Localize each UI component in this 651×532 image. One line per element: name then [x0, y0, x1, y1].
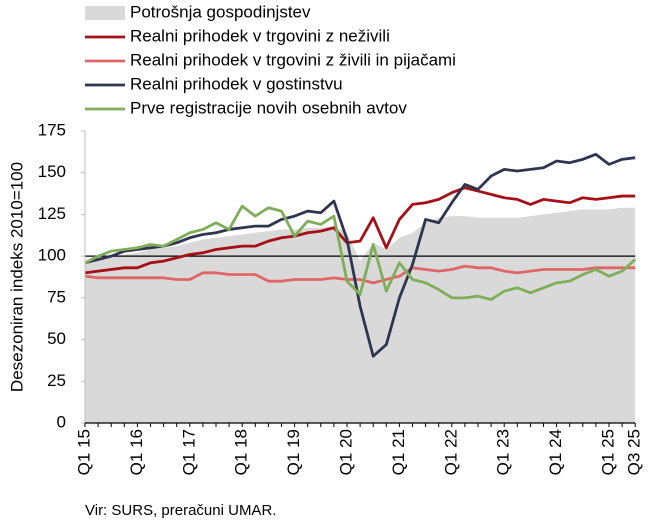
x-tick-label: Q1 20 [336, 429, 355, 475]
legend-swatch [85, 6, 125, 20]
x-tick-label: Q1 19 [284, 429, 303, 475]
legend-label: Prve registracije novih osebnih avtov [130, 98, 407, 117]
y-tick-label: 50 [47, 329, 66, 348]
x-tick-label: Q1 15 [74, 429, 93, 475]
y-tick-label: 175 [38, 120, 66, 139]
y-axis-label: Desezoniran indeks 2010=100 [7, 162, 26, 392]
x-tick-label: Q1 21 [389, 429, 408, 475]
line [84, 264, 636, 285]
x-tick-label: Q1 17 [179, 429, 198, 475]
x-tick-label: Q1 23 [494, 429, 513, 475]
area [85, 207, 636, 423]
y-tick-label: 125 [38, 204, 66, 223]
line [84, 186, 636, 275]
x-tick-label: Q1 25 [598, 429, 617, 475]
y-tick-label: 75 [47, 287, 66, 306]
x-tick-label: Q1 24 [546, 429, 565, 475]
y-tick-label: 100 [38, 246, 66, 265]
y-tick-label: 25 [47, 371, 66, 390]
legend-label: Potrošnja gospodinjstev [130, 2, 311, 21]
legend-label: Realni prihodek v gostinstvu [130, 74, 343, 93]
legend-label: Realni prihodek v trgovini z živili in p… [130, 50, 456, 69]
x-tick-label: Q1 22 [441, 429, 460, 475]
x-tick-label: Q1 18 [232, 429, 251, 475]
line [84, 152, 636, 358]
source: Vir: SURS, preračuni UMAR. [85, 502, 276, 519]
x-tick-label: Q3 25 [625, 429, 644, 475]
legend-label: Realni prihodek v trgovini z neživili [130, 26, 390, 45]
x-tick-label: Q1 16 [127, 429, 146, 475]
y-tick-label: 0 [57, 412, 66, 431]
line [84, 204, 637, 301]
y-tick-label: 150 [38, 162, 66, 181]
